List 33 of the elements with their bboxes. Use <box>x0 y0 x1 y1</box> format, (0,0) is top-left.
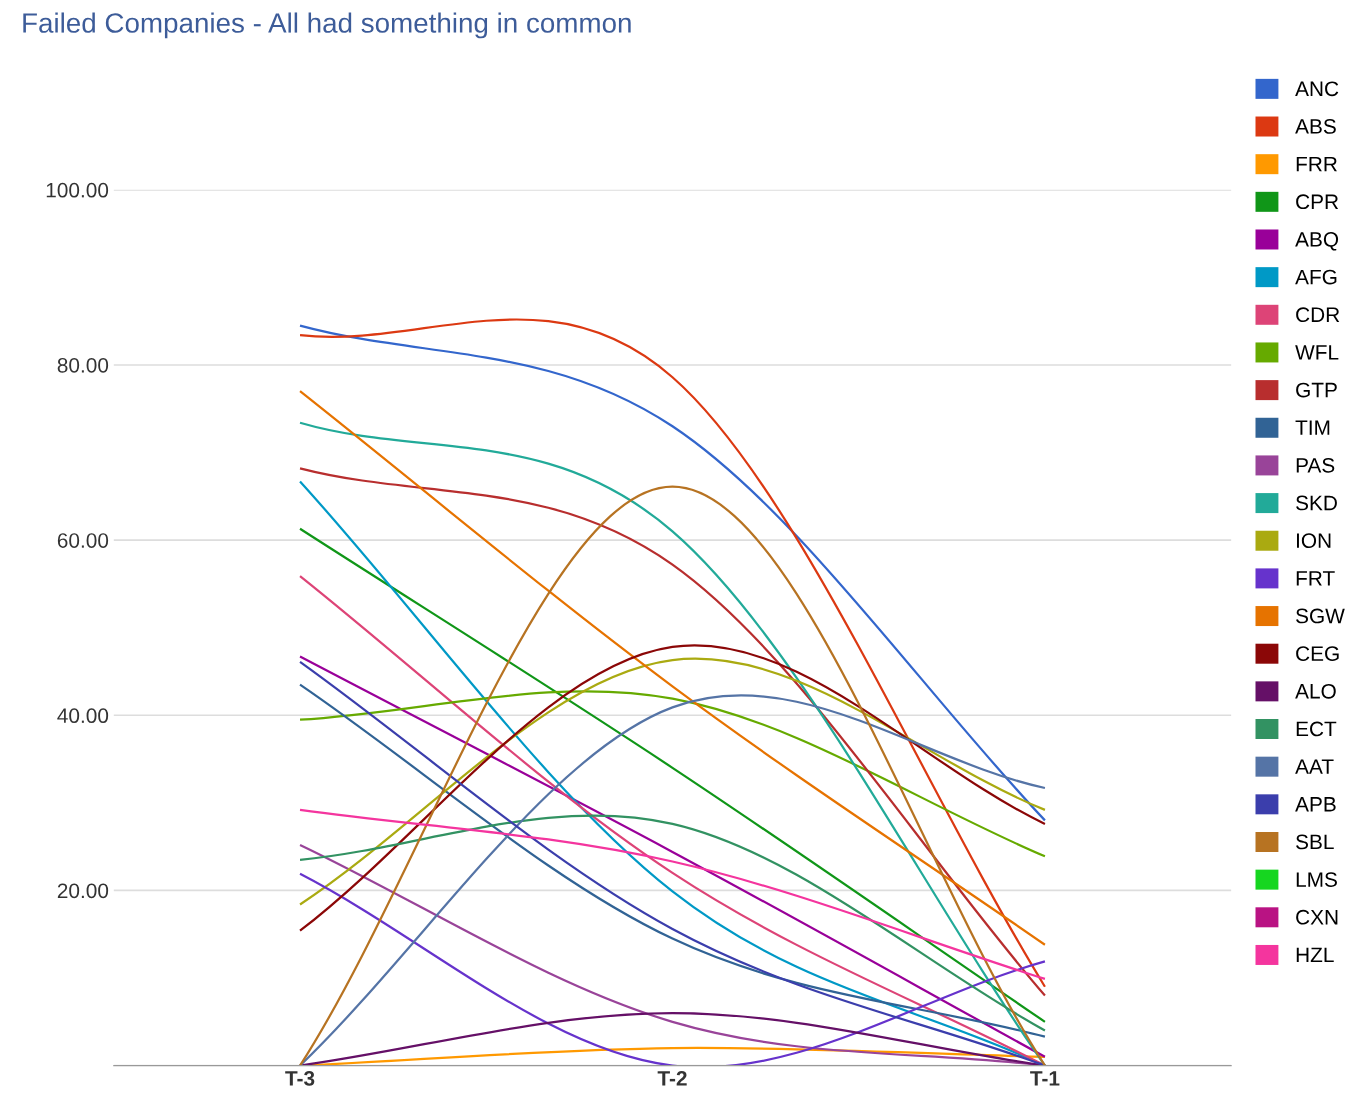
legend-label: FRT <box>1296 571 1335 586</box>
legend-label: AFG <box>1295 269 1337 285</box>
legend-label: CXN <box>1296 909 1338 925</box>
legend-label: LMS <box>1296 872 1337 887</box>
y-tick-label: 40.00 <box>57 708 109 724</box>
x-tick-label: T-3 <box>285 1071 315 1086</box>
x-tick-label: T-1 <box>1030 1071 1060 1086</box>
legend-label: SKD <box>1296 495 1337 511</box>
legend-label: ANC <box>1295 81 1339 97</box>
legend-label: SBL <box>1296 834 1334 850</box>
y-tick-label: 60.00 <box>57 533 109 548</box>
chart-title: Failed Companies - All had something in common <box>23 12 631 39</box>
legend-label: HZL <box>1296 947 1334 963</box>
legend-label: CEG <box>1296 646 1339 661</box>
y-tick-label: 80.00 <box>57 357 109 373</box>
legend-label: WFL <box>1295 345 1339 360</box>
legend-label: AAT <box>1295 759 1334 774</box>
legend-label: SGW <box>1296 608 1345 624</box>
legend-label: PAS <box>1296 457 1335 473</box>
y-tick-label: 100.00 <box>46 182 109 198</box>
legend-label: ABQ <box>1295 232 1339 251</box>
legend-label: ION <box>1297 533 1331 549</box>
legend-label: APB <box>1295 797 1336 812</box>
legend-label: GTP <box>1296 382 1337 398</box>
y-tick-label: 20.00 <box>57 883 109 899</box>
x-tick-label: T-2 <box>657 1071 687 1086</box>
legend-label: ABS <box>1295 119 1336 134</box>
legend-label: TIM <box>1295 420 1330 435</box>
legend-label: ALO <box>1295 683 1336 699</box>
legend-label: ECT <box>1296 721 1337 737</box>
legend-label: CPR <box>1296 194 1339 210</box>
legend-label: CDR <box>1296 307 1340 323</box>
legend-label: FRR <box>1296 156 1337 172</box>
